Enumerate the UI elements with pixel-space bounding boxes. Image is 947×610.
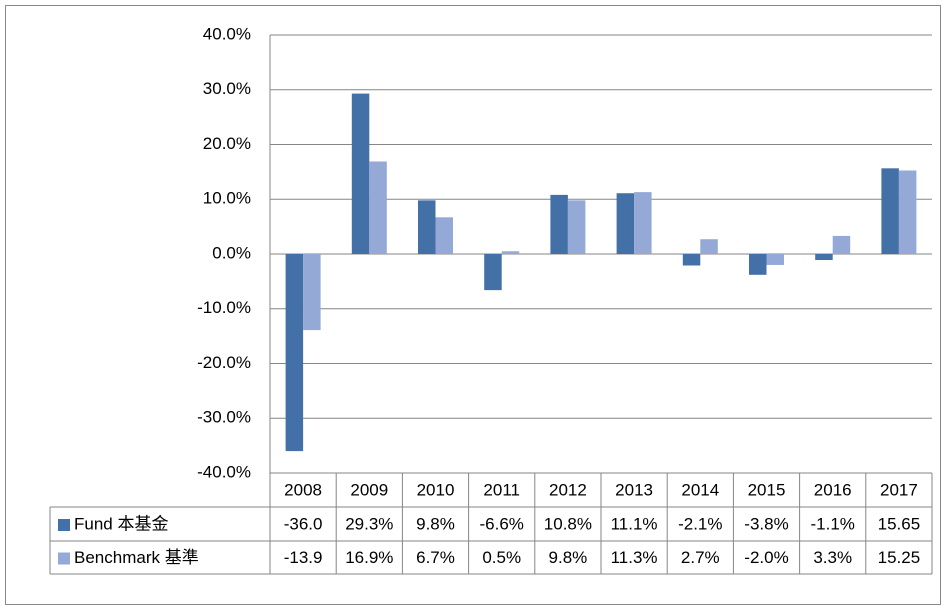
x-tick-label: 2013 bbox=[615, 480, 653, 499]
table-value: -36.0 bbox=[284, 514, 323, 533]
bar bbox=[435, 217, 453, 254]
bar bbox=[369, 161, 387, 254]
y-tick-label: 40.0% bbox=[203, 24, 251, 43]
y-tick-label: -10.0% bbox=[197, 298, 251, 317]
table-value: -13.9 bbox=[284, 548, 323, 567]
x-tick-label: 2012 bbox=[549, 480, 587, 499]
y-tick-label: 0.0% bbox=[212, 243, 251, 262]
bar bbox=[285, 254, 304, 452]
legend-label: Fund 本基金 bbox=[74, 514, 168, 533]
bar bbox=[700, 239, 718, 254]
bar bbox=[484, 254, 502, 291]
table-value: -2.1% bbox=[678, 514, 722, 533]
table-value: 16.9% bbox=[345, 548, 393, 567]
bar bbox=[682, 254, 701, 266]
table-value: -3.8% bbox=[744, 514, 788, 533]
table-value: -2.0% bbox=[744, 548, 788, 567]
x-tick-label: 2009 bbox=[350, 480, 388, 499]
x-tick-label: 2015 bbox=[748, 480, 786, 499]
bar bbox=[501, 251, 520, 254]
bar bbox=[832, 235, 851, 254]
table-value: -6.6% bbox=[479, 514, 523, 533]
table-value: 11.1% bbox=[611, 514, 658, 533]
table-value: 10.8% bbox=[544, 514, 592, 533]
bar bbox=[303, 254, 321, 331]
bar bbox=[550, 194, 568, 254]
legend-label: Benchmark 基準 bbox=[74, 548, 199, 567]
y-tick-label: 10.0% bbox=[203, 189, 251, 208]
bar bbox=[616, 193, 635, 254]
table-value: 2.7% bbox=[681, 548, 720, 567]
y-tick-label: -40.0% bbox=[197, 462, 251, 481]
chart-border bbox=[5, 5, 941, 605]
x-tick-label: 2014 bbox=[681, 480, 719, 499]
table-value: 15.65 bbox=[878, 514, 921, 533]
bar bbox=[898, 170, 917, 254]
table-value: 0.5% bbox=[482, 548, 521, 567]
bar bbox=[749, 254, 767, 275]
table-value: 11.3% bbox=[611, 548, 658, 567]
table-value: 3.3% bbox=[813, 548, 852, 567]
legend-key bbox=[58, 552, 70, 565]
table-value: 9.8% bbox=[416, 514, 455, 533]
bar bbox=[815, 254, 833, 261]
y-tick-label: -20.0% bbox=[197, 353, 251, 372]
table-value: 29.3% bbox=[345, 514, 393, 533]
y-tick-label: 20.0% bbox=[203, 134, 251, 153]
table-value: 9.8% bbox=[549, 548, 588, 567]
table-value: 15.25 bbox=[878, 548, 921, 567]
legend-key bbox=[58, 519, 70, 531]
x-tick-label: 2017 bbox=[880, 480, 918, 499]
x-tick-label: 2008 bbox=[284, 480, 322, 499]
y-tick-label: 30.0% bbox=[203, 79, 251, 98]
bar bbox=[351, 93, 370, 255]
bar bbox=[418, 200, 436, 254]
bar bbox=[766, 254, 784, 265]
x-tick-label: 2010 bbox=[417, 480, 455, 499]
bar bbox=[881, 168, 899, 254]
y-tick-label: -30.0% bbox=[197, 408, 251, 427]
table-value: 6.7% bbox=[416, 548, 455, 567]
table-value: -1.1% bbox=[810, 514, 854, 533]
bar bbox=[634, 192, 652, 254]
x-tick-label: 2011 bbox=[483, 480, 520, 499]
bar bbox=[567, 200, 586, 254]
x-tick-label: 2016 bbox=[814, 480, 852, 499]
